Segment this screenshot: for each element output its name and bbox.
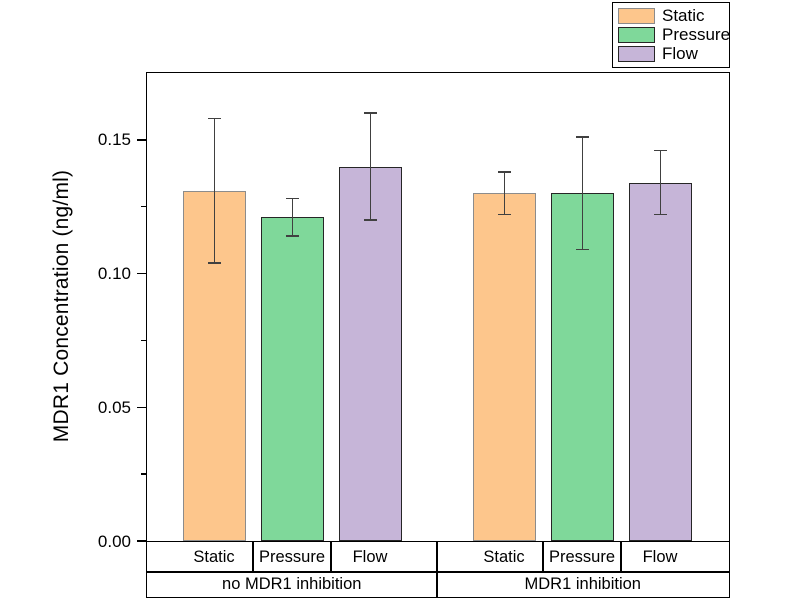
error-bar-cap-bottom — [208, 262, 221, 264]
legend-label-flow: Flow — [662, 44, 698, 63]
error-bar-cap-top — [286, 197, 299, 200]
y-minor-tick — [141, 473, 147, 475]
y-tick-label: 0.05 — [97, 397, 131, 417]
category-cell-divider — [620, 542, 622, 571]
category-cell-divider — [330, 542, 332, 571]
error-bar-line — [581, 137, 584, 250]
bar-flow-group1 — [339, 166, 402, 541]
y-major-tick — [137, 540, 147, 542]
label-band-row-divider — [146, 571, 729, 573]
error-bar-line — [659, 150, 662, 215]
error-bar-cap-top — [498, 171, 511, 173]
legend-label-static: Static — [662, 6, 705, 25]
x-group-label: no MDR1 inhibition — [222, 574, 362, 593]
legend-item-flow: Flow — [618, 44, 724, 63]
bar-pressure-group2 — [551, 193, 614, 541]
legend-swatch-pressure — [618, 26, 655, 43]
error-bar-line — [369, 113, 372, 221]
y-major-tick — [137, 406, 147, 409]
legend-item-static: Static — [618, 6, 724, 25]
y-axis-title: MDR1 Concentration (ng/ml) — [50, 169, 73, 443]
y-minor-tick — [141, 339, 147, 342]
y-tick-label: 0.10 — [97, 264, 131, 284]
bar-flow-group2 — [629, 182, 692, 541]
error-bar-cap-bottom — [286, 235, 299, 237]
legend: Static Pressure Flow — [612, 2, 730, 68]
x-category-label: Pressure — [258, 547, 326, 566]
legend-swatch-flow — [618, 45, 655, 62]
group-cell-divider — [436, 572, 438, 597]
y-tick-label: 0.15 — [97, 130, 131, 150]
legend-item-pressure: Pressure — [618, 25, 730, 44]
error-bar-cap-top — [364, 112, 377, 114]
error-bar-cap-bottom — [576, 248, 589, 251]
y-major-tick — [137, 139, 147, 141]
bar-pressure-group1 — [261, 217, 324, 541]
error-bar-cap-bottom — [364, 219, 377, 221]
bar-static-group2 — [473, 193, 536, 541]
error-bar-line — [213, 118, 216, 263]
error-bar-line — [503, 171, 506, 215]
x-category-label: Flow — [352, 547, 388, 566]
error-bar-cap-bottom — [654, 213, 667, 216]
error-bar-cap-bottom — [498, 213, 511, 216]
x-category-label: Pressure — [548, 547, 616, 566]
plot-area: Static Pressure Flow Static Pressure Flow no M… — [98, 72, 730, 598]
category-cell-divider — [542, 542, 544, 571]
legend-label-pressure: Pressure — [662, 25, 731, 44]
x-category-label: Static — [193, 547, 235, 566]
x-axis-label-band: Static Pressure Flow Static Pressure Flow no M… — [145, 541, 730, 598]
category-cell-divider — [436, 542, 438, 571]
x-category-label: Flow — [642, 547, 678, 566]
category-cell-divider — [252, 542, 254, 571]
y-minor-tick — [141, 205, 147, 208]
error-bar-cap-top — [208, 117, 221, 120]
x-category-label: Static — [483, 547, 525, 566]
error-bar-cap-top — [654, 149, 667, 152]
y-tick-label: 0.00 — [97, 531, 131, 551]
error-bar-line — [291, 198, 294, 237]
error-bar-cap-top — [576, 136, 589, 138]
x-group-label: MDR1 inhibition — [524, 574, 641, 593]
legend-swatch-static — [618, 7, 655, 24]
y-major-tick — [137, 272, 147, 275]
